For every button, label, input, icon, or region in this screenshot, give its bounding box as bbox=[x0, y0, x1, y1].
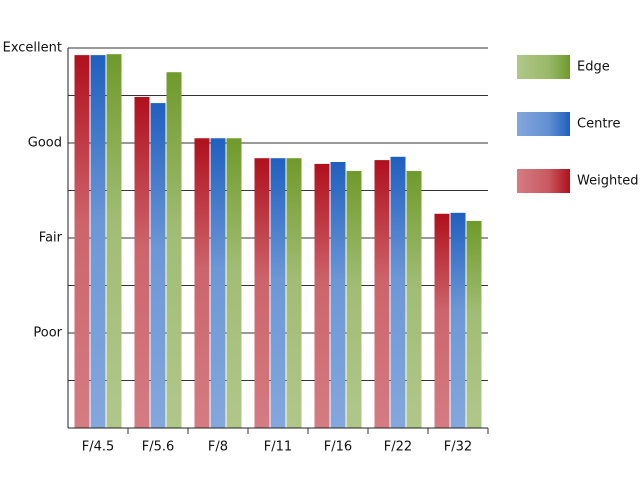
bar bbox=[374, 160, 390, 428]
bar bbox=[166, 72, 182, 428]
bar bbox=[314, 163, 330, 428]
legend-label: Centre bbox=[577, 117, 620, 132]
y-tick-label: Poor bbox=[33, 326, 62, 341]
x-tick-label: F/16 bbox=[324, 440, 352, 455]
bar bbox=[346, 171, 362, 428]
bar bbox=[450, 212, 466, 428]
x-tick-label: F/8 bbox=[208, 440, 228, 455]
bar bbox=[434, 213, 450, 428]
x-tick-label: F/22 bbox=[384, 440, 412, 455]
bar bbox=[390, 156, 406, 428]
legend-label: Edge bbox=[577, 60, 610, 75]
y-tick-label: Good bbox=[28, 136, 62, 151]
bar bbox=[466, 220, 482, 428]
bar bbox=[106, 54, 122, 429]
legend-swatch bbox=[517, 112, 570, 136]
bar bbox=[270, 158, 286, 428]
legend-swatch bbox=[517, 169, 570, 193]
bar bbox=[210, 138, 226, 428]
bar bbox=[150, 103, 166, 428]
bar bbox=[330, 162, 346, 428]
bar bbox=[90, 55, 106, 428]
x-tick-label: F/4.5 bbox=[82, 440, 115, 455]
bar bbox=[406, 171, 422, 428]
legend-swatch bbox=[517, 55, 570, 79]
y-tick-label: Excellent bbox=[3, 41, 62, 56]
bar bbox=[226, 138, 242, 428]
x-tick-label: F/11 bbox=[264, 440, 292, 455]
bar bbox=[254, 158, 270, 428]
x-tick-label: F/5.6 bbox=[142, 440, 175, 455]
legend-label: Weighted bbox=[577, 174, 639, 189]
bar bbox=[194, 138, 210, 428]
bar bbox=[74, 55, 90, 428]
bar bbox=[134, 96, 150, 429]
y-tick-label: Fair bbox=[39, 231, 63, 246]
x-tick-label: F/32 bbox=[444, 440, 472, 455]
bar bbox=[286, 158, 302, 428]
